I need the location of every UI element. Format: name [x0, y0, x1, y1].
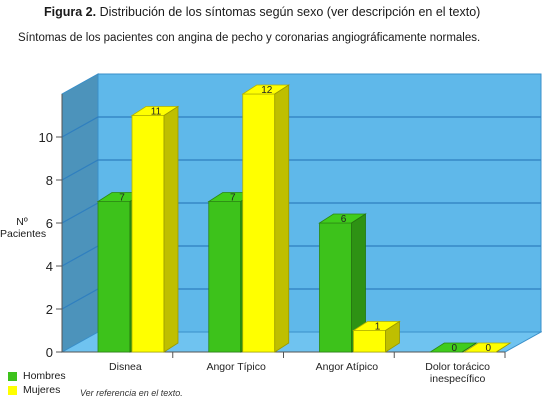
footnote: Ver referencia en el texto.	[80, 388, 183, 398]
category-label: Dolor torácico	[425, 361, 490, 373]
bar-side-mujeres	[163, 105, 179, 353]
category-label: Angor Atípico	[316, 361, 379, 373]
legend-item-mujeres: Mujeres	[8, 384, 60, 396]
bar-hombres	[208, 201, 242, 353]
legend-label-mujeres: Mujeres	[23, 384, 61, 396]
figure-title: Figura 2. Distribución de los síntomas s…	[44, 5, 480, 19]
bar-hombres	[97, 201, 131, 353]
bar-mujeres	[242, 93, 276, 353]
y-tick-label: 2	[46, 302, 53, 317]
category-label: Angor Típico	[206, 361, 265, 373]
figure-title-text: Distribución de los síntomas según sexo …	[99, 5, 481, 19]
data-label-hombres: 7	[119, 193, 125, 204]
gridline	[61, 159, 541, 181]
y-tick-label: 4	[46, 259, 53, 274]
bar-hombres	[319, 222, 352, 353]
legend-label-hombres: Hombres	[23, 370, 66, 382]
bar-mujeres	[131, 115, 165, 353]
legend-item-hombres: Hombres	[8, 370, 66, 382]
y-axis-label: Nº Pacientes	[0, 216, 47, 240]
bar-side-mujeres	[274, 84, 290, 353]
figure-number: Figura 2.	[44, 5, 97, 19]
y-tick-label: 6	[46, 216, 53, 231]
legend-swatch-hombres	[8, 371, 17, 381]
data-label-mujeres: 12	[261, 85, 273, 96]
data-label-hombres: 7	[230, 193, 236, 204]
y-tick-label: 8	[46, 173, 53, 188]
category-label: Disnea	[109, 361, 142, 373]
data-label-hombres: 6	[341, 214, 347, 225]
bar-side-hombres	[462, 342, 477, 353]
data-label-mujeres: 11	[151, 107, 162, 118]
data-label-hombres: 0	[451, 343, 457, 354]
data-label-mujeres: 1	[375, 322, 381, 333]
y-tick-label: 10	[39, 130, 53, 145]
chart-title: Síntomas de los pacientes con angina de …	[18, 32, 481, 44]
bar-side-mujeres	[496, 342, 511, 353]
bar-mujeres	[353, 330, 386, 353]
gridline	[61, 116, 541, 138]
legend-swatch-mujeres	[8, 385, 17, 395]
y-tick-label: 0	[46, 345, 53, 360]
category-label: inespecífico	[430, 373, 486, 385]
data-label-mujeres: 0	[485, 343, 491, 354]
bar-side-mujeres	[385, 320, 400, 353]
